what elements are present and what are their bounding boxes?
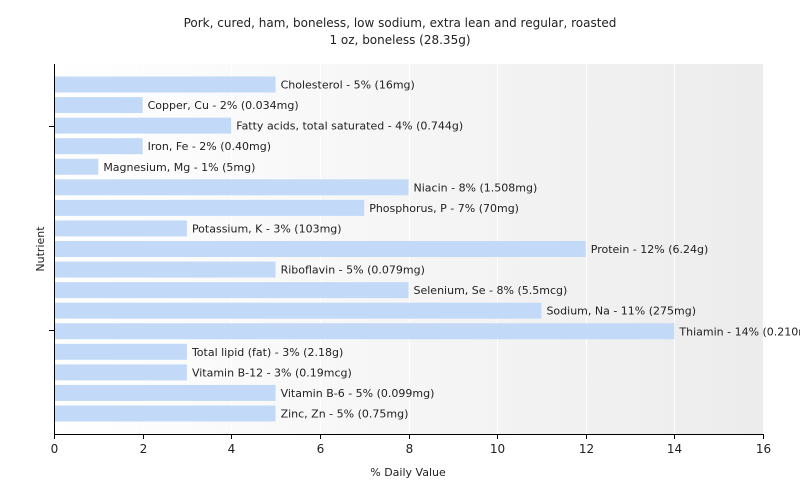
bar-label-1: Copper, Cu - 2% (0.034mg) [148, 99, 299, 112]
bar-label-6: Phosphorus, P - 7% (70mg) [369, 202, 519, 215]
x-tick-label-10: 10 [490, 442, 505, 456]
bar-13 [54, 343, 187, 360]
bar-9 [54, 261, 276, 278]
bar-label-16: Zinc, Zn - 5% (0.75mg) [281, 408, 409, 421]
bar-16 [54, 405, 276, 422]
x-tick-label-14: 14 [667, 442, 682, 456]
bar-12 [54, 323, 675, 340]
x-tick-label-2: 2 [140, 442, 148, 456]
x-tick-label-12: 12 [579, 442, 594, 456]
bars: Cholesterol - 5% (16mg) Copper, Cu - 2% (… [54, 76, 800, 422]
bar-11 [54, 302, 542, 319]
bar-7 [54, 220, 187, 237]
bar-10 [54, 282, 409, 299]
chart-subtitle: 1 oz, boneless (28.35g) [329, 33, 470, 47]
bar-15 [54, 384, 276, 401]
bar-label-11: Sodium, Na - 11% (275mg) [546, 305, 696, 318]
bar-label-4: Magnesium, Mg - 1% (5mg) [103, 161, 255, 174]
bar-label-13: Total lipid (fat) - 3% (2.18g) [191, 346, 343, 359]
bar-label-14: Vitamin B-12 - 3% (0.19mcg) [192, 366, 352, 379]
bar-label-9: Riboflavin - 5% (0.079mg) [281, 264, 425, 277]
bar-label-12: Thiamin - 14% (0.210mg) [678, 325, 800, 338]
bar-label-8: Protein - 12% (6.24g) [591, 243, 709, 256]
bar-label-3: Iron, Fe - 2% (0.40mg) [148, 140, 271, 153]
chart-title: Pork, cured, ham, boneless, low sodium, … [184, 16, 617, 30]
bar-label-2: Fatty acids, total saturated - 4% (0.744… [236, 120, 463, 133]
bar-label-15: Vitamin B-6 - 5% (0.099mg) [281, 387, 435, 400]
bar-5 [54, 179, 409, 196]
x-tick-label-6: 6 [317, 442, 325, 456]
bar-6 [54, 199, 365, 216]
bar-3 [54, 138, 143, 155]
bar-8 [54, 241, 586, 257]
x-tick-label-16: 16 [756, 442, 771, 456]
bar-label-7: Potassium, K - 3% (103mg) [192, 222, 342, 235]
x-tick-label-8: 8 [406, 442, 414, 456]
bar-label-5: Niacin - 8% (1.508mg) [414, 181, 538, 194]
bar-4 [54, 158, 99, 175]
y-axis-title: Nutrient [34, 226, 47, 272]
axes: 0 2 4 6 8 10 12 14 16 [49, 64, 771, 456]
bar-2 [54, 117, 232, 134]
x-axis-title: % Daily Value [370, 466, 446, 479]
x-tick-label-0: 0 [51, 442, 59, 456]
bar-label-10: Selenium, Se - 8% (5.5mcg) [414, 284, 568, 297]
bar-1 [54, 97, 143, 114]
bar-14 [54, 364, 187, 381]
x-tick-label-4: 4 [228, 442, 236, 456]
bar-label-0: Cholesterol - 5% (16mg) [281, 79, 415, 92]
bar-0 [54, 76, 276, 93]
